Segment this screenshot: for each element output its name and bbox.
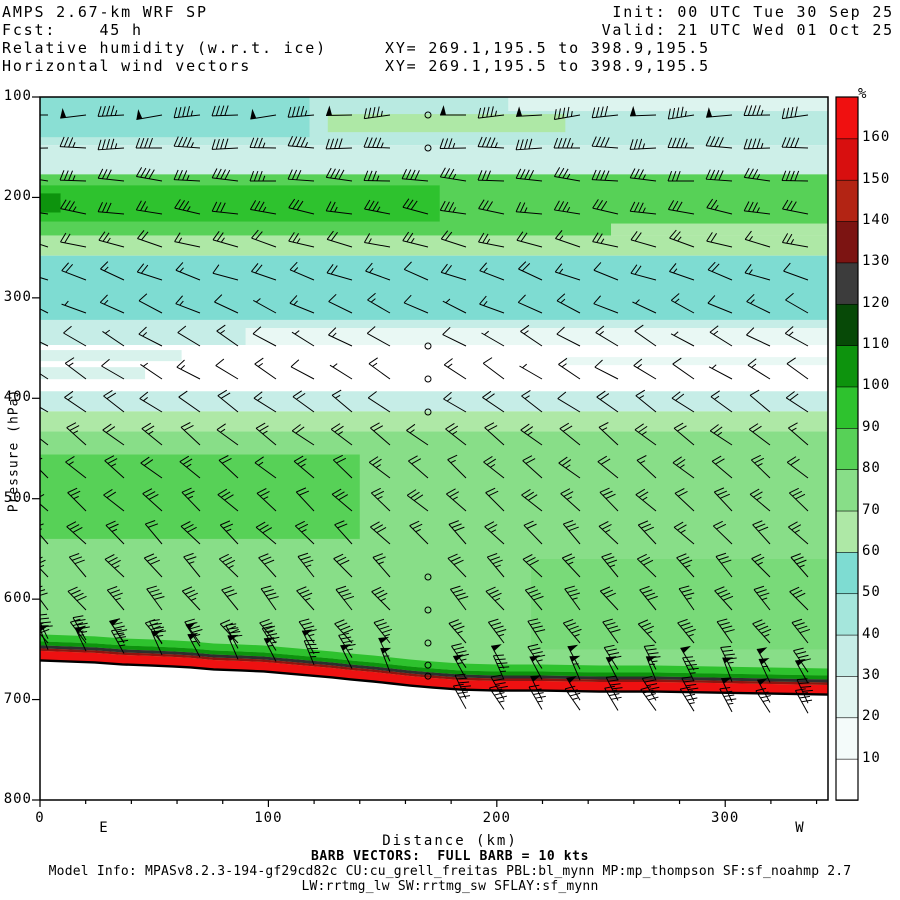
y-tick-label: 500 — [3, 489, 32, 506]
barb-vectors-note: BARB VECTORS: FULL BARB = 10 kts — [310, 849, 590, 864]
colorbar-tick-label: 70 — [862, 501, 881, 518]
east-label: E — [99, 820, 109, 836]
header-valid-time: Valid: 21 UTC Wed 01 Oct 25 — [601, 21, 894, 39]
colorbar-tick-label: 40 — [862, 625, 881, 642]
colorbar-unit: % — [858, 86, 868, 102]
x-tick-label: 200 — [482, 810, 511, 826]
colorbar-tick-label: 20 — [862, 708, 881, 725]
colorbar-tick-label: 140 — [862, 212, 891, 229]
y-tick-label: 600 — [3, 590, 32, 607]
colorbar-tick-label: 120 — [862, 294, 891, 311]
colorbar-tick-label: 100 — [862, 377, 891, 394]
y-axis-title: Pressure (hPa) — [6, 388, 22, 513]
header-forecast-hour: Fcst: 45 h — [2, 21, 143, 39]
x-axis-title: Distance (km) — [382, 833, 518, 849]
colorbar-tick-label: 150 — [862, 170, 891, 187]
y-tick-label: 100 — [3, 88, 32, 104]
y-tick-label: 400 — [3, 389, 32, 406]
model-info-line: Model Info: MPASv8.2.3-194-gf29cd82c CU:… — [48, 864, 852, 879]
colorbar-tick-label: 10 — [862, 749, 881, 766]
x-tick-label: 300 — [711, 810, 740, 826]
header-xy-range-2: XY= 269.1,195.5 to 398.9,195.5 — [385, 57, 710, 75]
colorbar-tick-label: 80 — [862, 460, 881, 477]
x-tick-label: 0 — [35, 810, 45, 826]
y-tick-label: 200 — [3, 188, 32, 205]
y-tick-label: 700 — [3, 690, 32, 707]
physics-info-line: LW:rrtmg_lw SW:rrtmg_sw SFLAY:sf_mynn — [301, 879, 599, 894]
colorbar-tick-label: 130 — [862, 253, 891, 270]
y-tick-label: 800 — [3, 791, 32, 807]
colorbar-tick-label: 30 — [862, 666, 881, 683]
colorbar-tick-label: 90 — [862, 418, 881, 435]
colorbar-tick-label: 60 — [862, 542, 881, 559]
colorbar-tick-label: 110 — [862, 336, 891, 353]
header-model-title: AMPS 2.67-km WRF SP — [2, 3, 208, 21]
header-field-line1: Relative humidity (w.r.t. ice) — [2, 39, 327, 57]
header-xy-range-1: XY= 269.1,195.5 to 398.9,195.5 — [385, 39, 710, 57]
x-tick-label: 100 — [254, 810, 283, 826]
y-tick-label: 300 — [3, 288, 32, 305]
header-field-line2: Horizontal wind vectors — [2, 57, 252, 75]
west-label: W — [795, 820, 805, 836]
header-init-time: Init: 00 UTC Tue 30 Sep 25 — [612, 3, 894, 21]
colorbar-tick-label: 50 — [862, 584, 881, 601]
colorbar-tick-label: 160 — [862, 129, 891, 146]
